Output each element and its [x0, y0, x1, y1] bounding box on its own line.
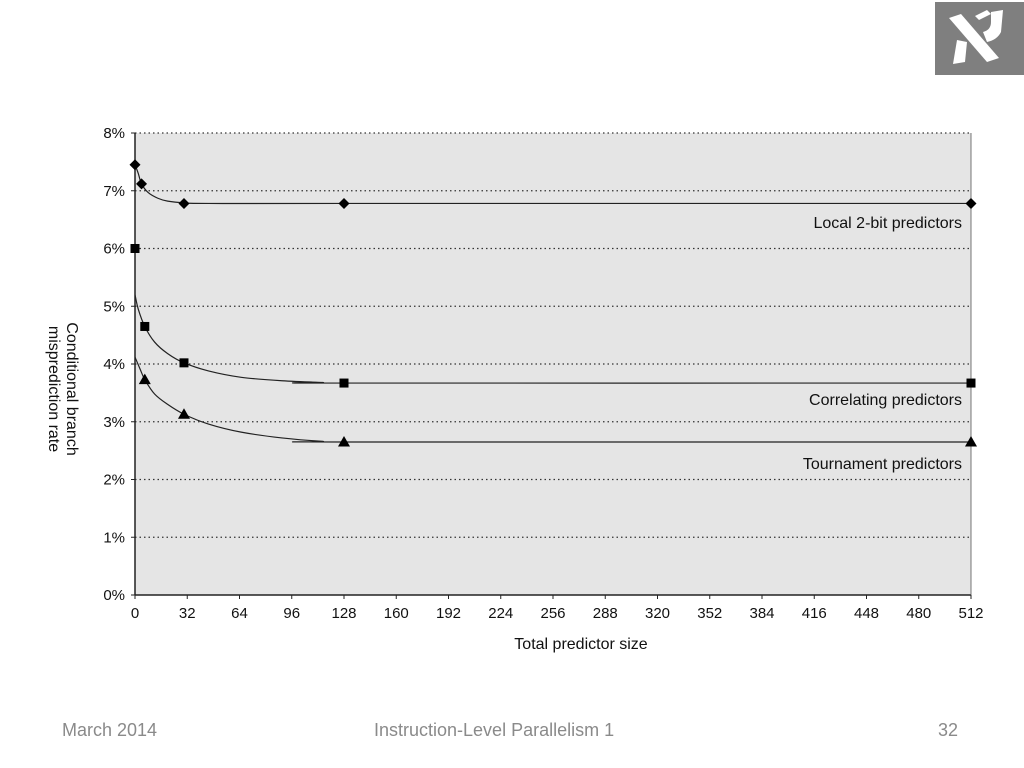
- y-tick-label: 6%: [103, 241, 125, 258]
- y-tick-labels: 0% 1% 2% 3% 4% 5% 6% 7% 8%: [103, 125, 135, 604]
- data-point-triangle: [177, 408, 190, 419]
- x-tick-label: 64: [231, 605, 248, 622]
- footer-title: Instruction-Level Parallelism 1: [374, 720, 615, 740]
- y-tick-label: 5%: [103, 298, 125, 315]
- data-point-square: [339, 378, 349, 388]
- slide-number: 32: [938, 720, 959, 740]
- y-axis-label-line2: misprediction rate: [45, 326, 62, 452]
- x-tick-label: 416: [802, 605, 827, 622]
- footer-date: March 2014: [62, 720, 158, 740]
- logo: [935, 2, 1024, 75]
- x-tick-label: 256: [540, 605, 565, 622]
- x-tick-label: 192: [436, 605, 461, 622]
- x-tick-label: 32: [179, 605, 196, 622]
- branch-misprediction-chart: 0% 1% 2% 3% 4% 5% 6% 7% 8% 0 32 64 96 128 160 192 224 25…: [45, 125, 984, 653]
- x-tick-label: 0: [131, 605, 139, 622]
- data-point-square: [140, 321, 150, 331]
- y-tick-label: 0%: [103, 587, 125, 604]
- y-axis-label-line1: Conditional branch: [63, 322, 80, 455]
- series-label-tournament: Tournament predictors: [803, 456, 962, 473]
- data-point-diamond: [338, 197, 350, 209]
- series-label-correlating: Correlating predictors: [809, 392, 962, 409]
- series-group: [129, 159, 977, 447]
- plot-area: [135, 133, 971, 595]
- y-tick-label: 3%: [103, 414, 125, 431]
- data-point-diamond: [178, 197, 190, 209]
- x-tick-label: 480: [906, 605, 931, 622]
- x-tick-labels: 0 32 64 96 128 160 192 224 256 288 320 352 384 416 448…: [131, 595, 984, 622]
- x-tick-label: 160: [384, 605, 409, 622]
- x-tick-label: 384: [749, 605, 774, 622]
- data-point-diamond: [136, 178, 148, 190]
- x-tick-label: 128: [331, 605, 356, 622]
- series-label-local: Local 2-bit predictors: [813, 215, 962, 232]
- data-point-square: [966, 378, 976, 388]
- data-point-triangle: [965, 435, 977, 447]
- x-tick-label: 448: [854, 605, 879, 622]
- data-point-triangle: [138, 373, 151, 385]
- data-point-diamond: [965, 197, 977, 209]
- data-point-square: [179, 358, 189, 368]
- x-tick-label: 224: [488, 605, 513, 622]
- x-tick-label: 512: [958, 605, 983, 622]
- y-tick-label: 4%: [103, 356, 125, 373]
- y-tick-label: 1%: [103, 529, 125, 546]
- data-point-square: [130, 244, 140, 253]
- x-tick-label: 96: [283, 605, 300, 622]
- hebrew-letter-logo-icon: [949, 10, 1003, 64]
- y-axis-label: Conditional branch misprediction rate: [45, 322, 80, 455]
- data-point-triangle: [338, 435, 350, 447]
- data-point-diamond: [129, 159, 141, 171]
- x-axis-label: Total predictor size: [514, 636, 647, 653]
- y-tick-label: 2%: [103, 472, 125, 489]
- x-tick-label: 288: [593, 605, 618, 622]
- y-tick-label: 8%: [103, 125, 125, 142]
- x-tick-label: 320: [645, 605, 670, 622]
- x-tick-label: 352: [697, 605, 722, 622]
- y-tick-label: 7%: [103, 183, 125, 200]
